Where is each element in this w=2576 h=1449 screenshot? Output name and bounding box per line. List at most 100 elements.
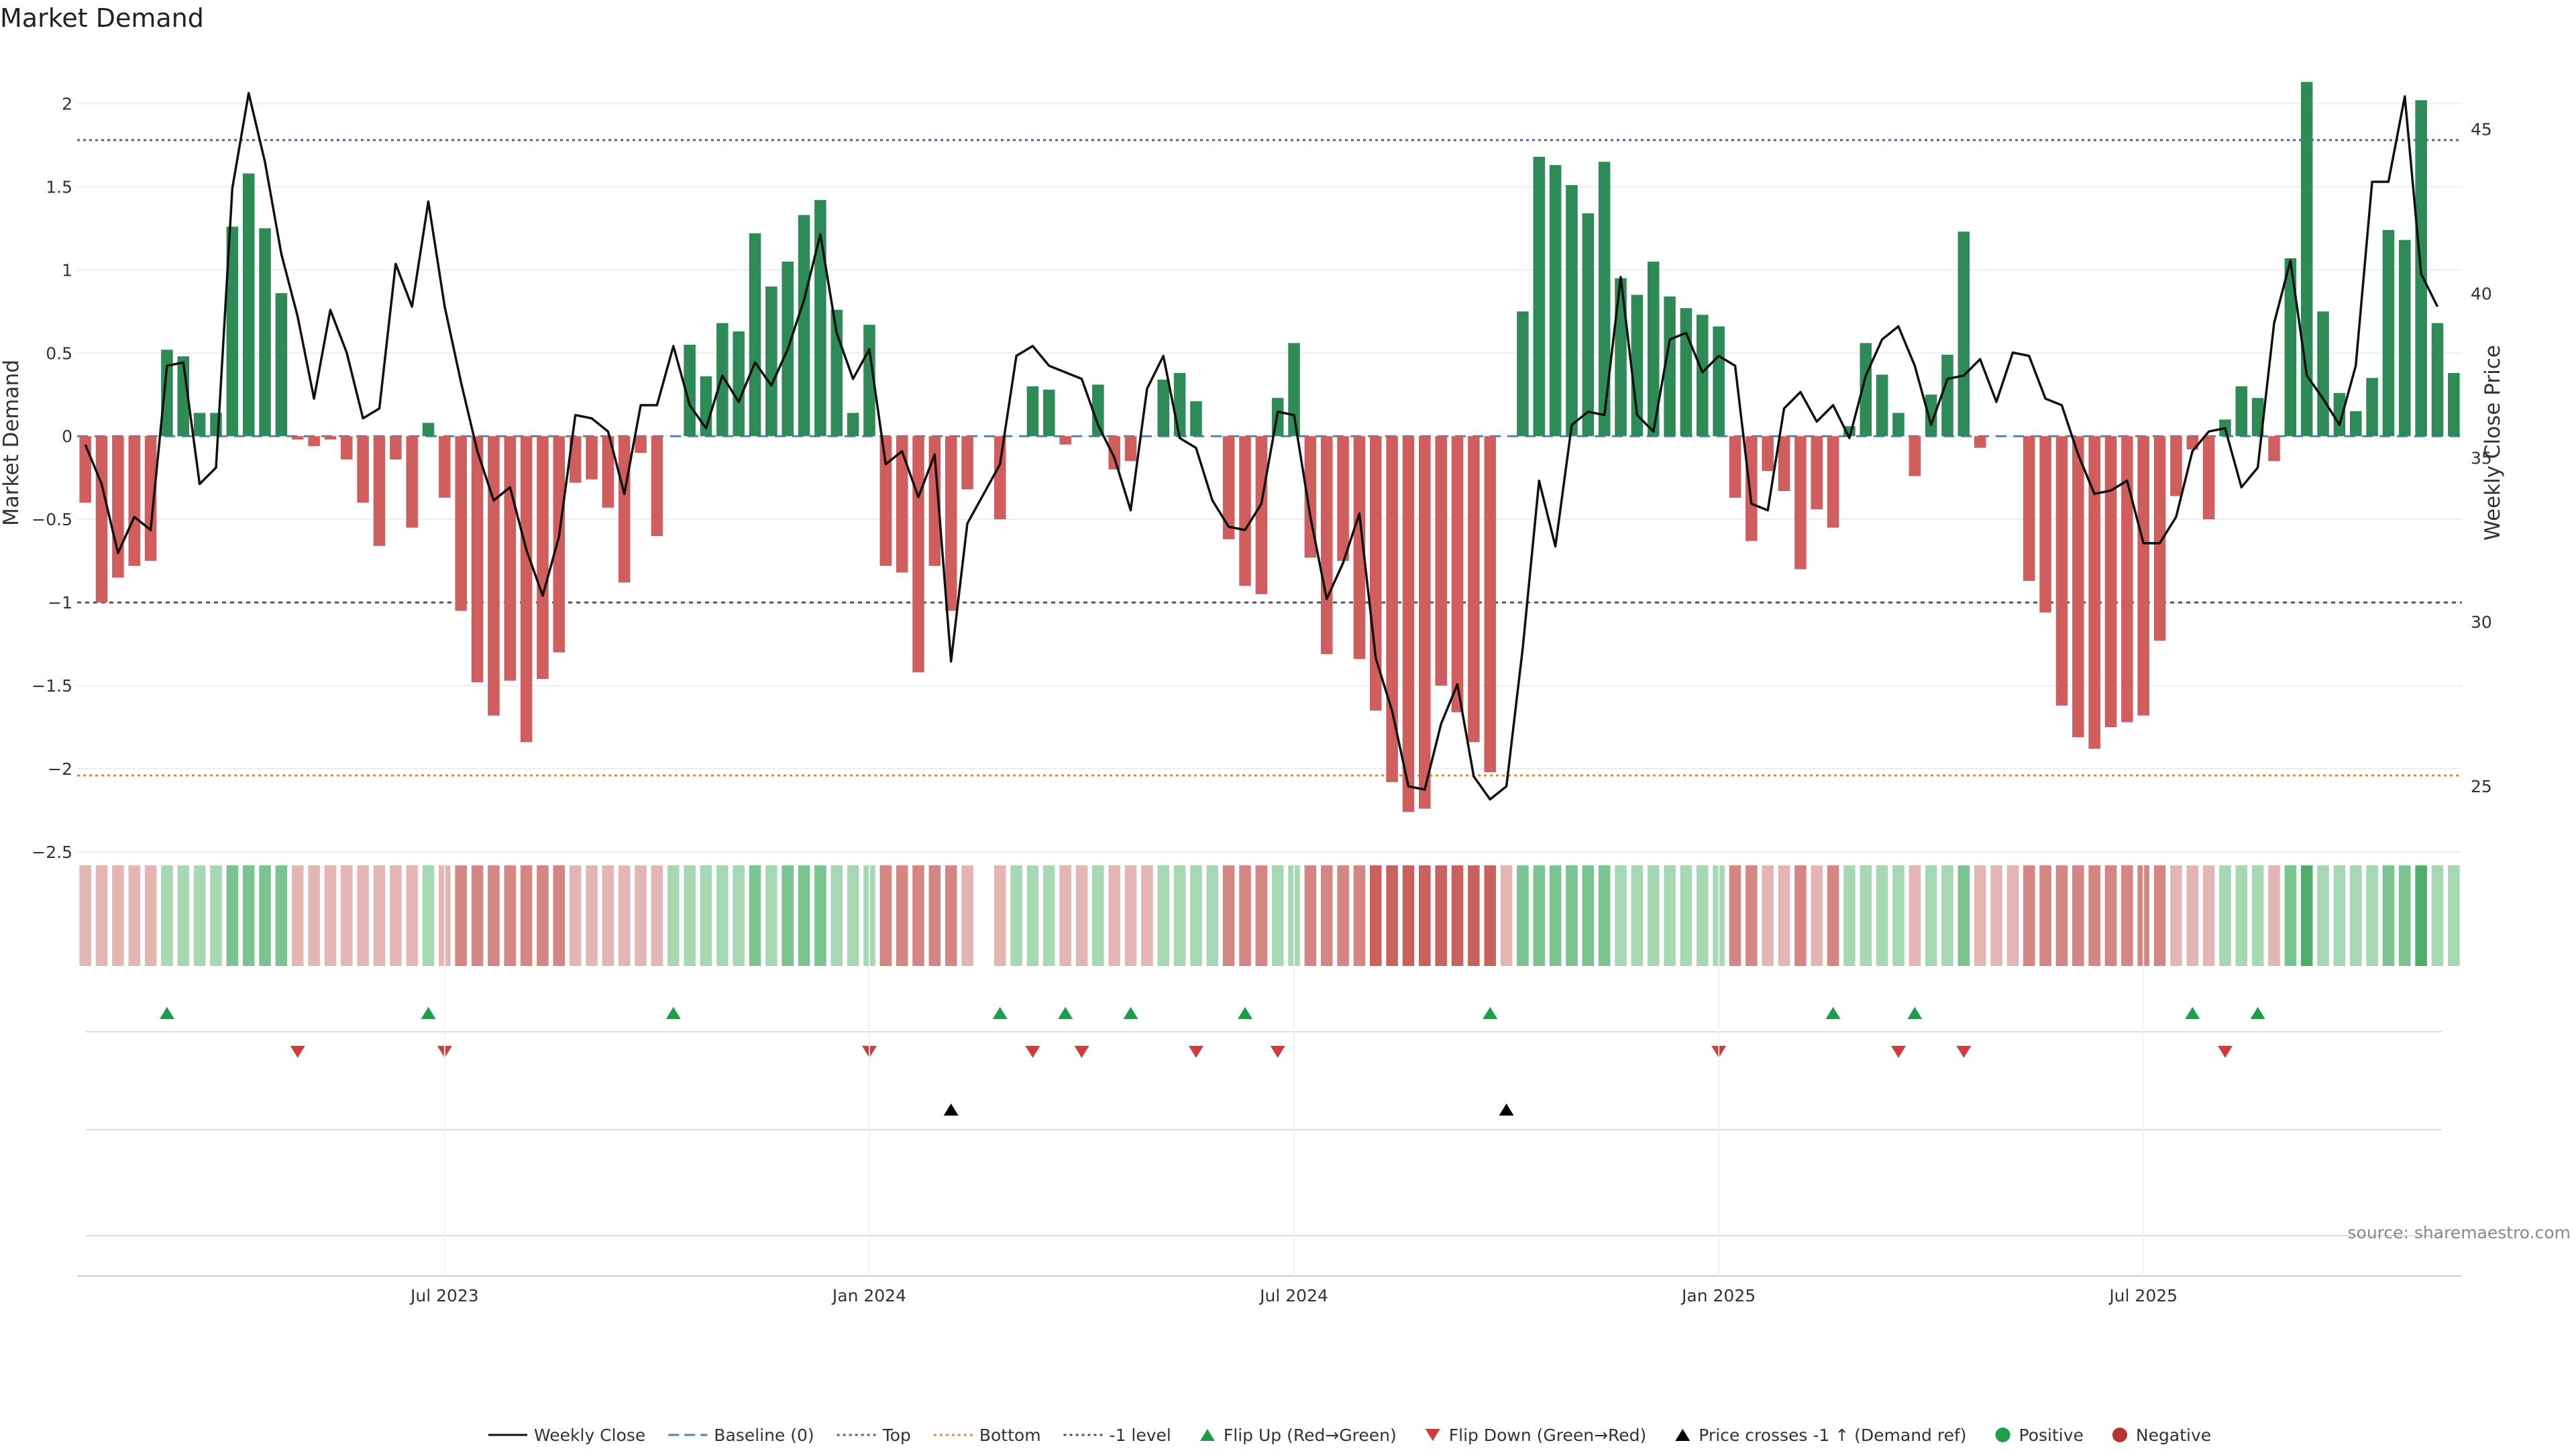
flip-down-marker-8 [1890, 1046, 1906, 1058]
strip-cell-140 [2366, 865, 2378, 966]
strip-cell-2 [112, 865, 124, 966]
chart-title: Market Demand [0, 3, 204, 33]
demand-bar-125 [2121, 436, 2133, 722]
strip-cell-68 [1190, 865, 1202, 966]
right-tick-label: 45 [2471, 120, 2492, 140]
strip-cell-102 [1746, 865, 1758, 966]
demand-bar-63 [1108, 436, 1120, 470]
strip-cell-64 [1124, 865, 1137, 966]
strip-cell-122 [2072, 865, 2084, 966]
demand-bar-96 [1647, 261, 1660, 437]
strip-cell-98 [1680, 865, 1693, 966]
demand-bar-104 [1778, 436, 1790, 492]
demand-bar-28 [537, 436, 549, 680]
x-tick-label: Jan 2024 [831, 1286, 906, 1305]
demand-bar-62 [1092, 384, 1104, 437]
legend-label-6: Flip Down (Green→Red) [1449, 1426, 1647, 1445]
source-note: source: sharemaestro.com [2348, 1223, 2571, 1242]
demand-bar-86 [1484, 436, 1496, 772]
demand-bar-27 [520, 436, 533, 743]
demand-bar-4 [144, 436, 157, 561]
demand-bar-10 [242, 173, 255, 437]
demand-bar-145 [2448, 373, 2460, 437]
strip-cell-67 [1173, 865, 1186, 966]
demand-bar-123 [2088, 436, 2100, 749]
strip-cell-77 [1337, 865, 1349, 966]
strip-cell-15 [324, 865, 337, 966]
flip-up-marker-8 [1825, 1007, 1841, 1019]
x-tick-label: Jan 2025 [1680, 1286, 1756, 1305]
strip-cell-8 [210, 865, 222, 966]
legend-label-8: Positive [2019, 1426, 2084, 1445]
strip-cell-138 [2333, 865, 2346, 966]
strip-cell-114 [1941, 865, 1953, 966]
demand-bar-99 [1696, 315, 1709, 437]
demand-bar-14 [308, 436, 320, 447]
demand-bar-1 [95, 436, 108, 603]
demand-bar-40 [733, 331, 745, 437]
strip-cell-113 [1925, 865, 1937, 966]
right-tick-label: 25 [2471, 777, 2492, 796]
strip-cell-86 [1484, 865, 1496, 966]
demand-bar-144 [2431, 323, 2444, 437]
strip-cell-65 [1141, 865, 1153, 966]
strip-cell-53 [945, 865, 957, 966]
demand-bar-107 [1827, 436, 1839, 528]
legend-swatch-8 [1995, 1428, 2010, 1442]
strip-cell-117 [1990, 865, 2002, 966]
signal-markers [86, 1007, 2442, 1236]
strip-cell-33 [618, 865, 631, 966]
strip-cell-66 [1157, 865, 1169, 966]
demand-bar-142 [2399, 239, 2411, 437]
demand-bar-52 [928, 436, 941, 566]
demand-bar-66 [1157, 379, 1169, 437]
demand-bar-54 [961, 436, 973, 490]
legend-swatch-5 [1199, 1429, 1215, 1441]
demand-bar-42 [765, 286, 777, 437]
strip-cell-127 [2153, 865, 2166, 966]
strip-cell-109 [1860, 865, 1872, 966]
weekly-close-line [84, 92, 2439, 801]
left-tick-label: −1 [48, 593, 72, 612]
demand-bar-137 [2317, 311, 2329, 437]
demand-bar-17 [357, 436, 369, 503]
demand-bar-91 [1566, 184, 1578, 437]
strip-cell-35 [651, 865, 663, 966]
strip-cell-120 [2039, 865, 2051, 966]
flip-down-marker-0 [290, 1046, 305, 1058]
strip-cell-94 [1615, 865, 1627, 966]
strip-cell-85 [1468, 865, 1480, 966]
strip-cell-145 [2448, 865, 2460, 966]
left-tick-label: 0 [62, 427, 72, 446]
demand-bars [79, 82, 2460, 812]
legend-label-9: Negative [2136, 1426, 2211, 1445]
strip-cell-52 [928, 865, 941, 966]
strip-cell-23 [455, 865, 467, 966]
strip-cell-24 [471, 865, 484, 966]
strip-cell-3 [128, 865, 140, 966]
left-tick-label: 1.5 [46, 177, 72, 197]
strip-cell-130 [2202, 865, 2215, 966]
demand-bar-22 [439, 436, 451, 498]
left-y-axis: 2 1.5 1 0.5 0 −0.5 −1 −1.5 −2 −2.5 [32, 94, 72, 862]
legend-label-4: -1 level [1110, 1426, 1171, 1445]
demand-bar-70 [1222, 436, 1235, 539]
strip-cell-128 [2170, 865, 2182, 966]
strip-cell-78 [1353, 865, 1366, 966]
strip-cell-82 [1419, 865, 1431, 966]
flip-up-marker-0 [159, 1007, 174, 1019]
strip-cell-115 [1957, 865, 1970, 966]
demand-bar-128 [2170, 436, 2182, 496]
left-tick-label: −0.5 [32, 510, 72, 529]
strip-cell-101 [1729, 865, 1741, 966]
strip-cell-62 [1092, 865, 1104, 966]
strip-cell-132 [2235, 865, 2248, 966]
strip-cell-9 [226, 865, 239, 966]
demand-bar-89 [1533, 156, 1546, 437]
strip-cell-137 [2317, 865, 2329, 966]
strip-cell-134 [2268, 865, 2280, 966]
strip-cell-4 [144, 865, 157, 966]
strip-cell-30 [569, 865, 582, 966]
left-tick-label: −2.5 [32, 843, 72, 862]
demand-bar-12 [275, 293, 288, 437]
